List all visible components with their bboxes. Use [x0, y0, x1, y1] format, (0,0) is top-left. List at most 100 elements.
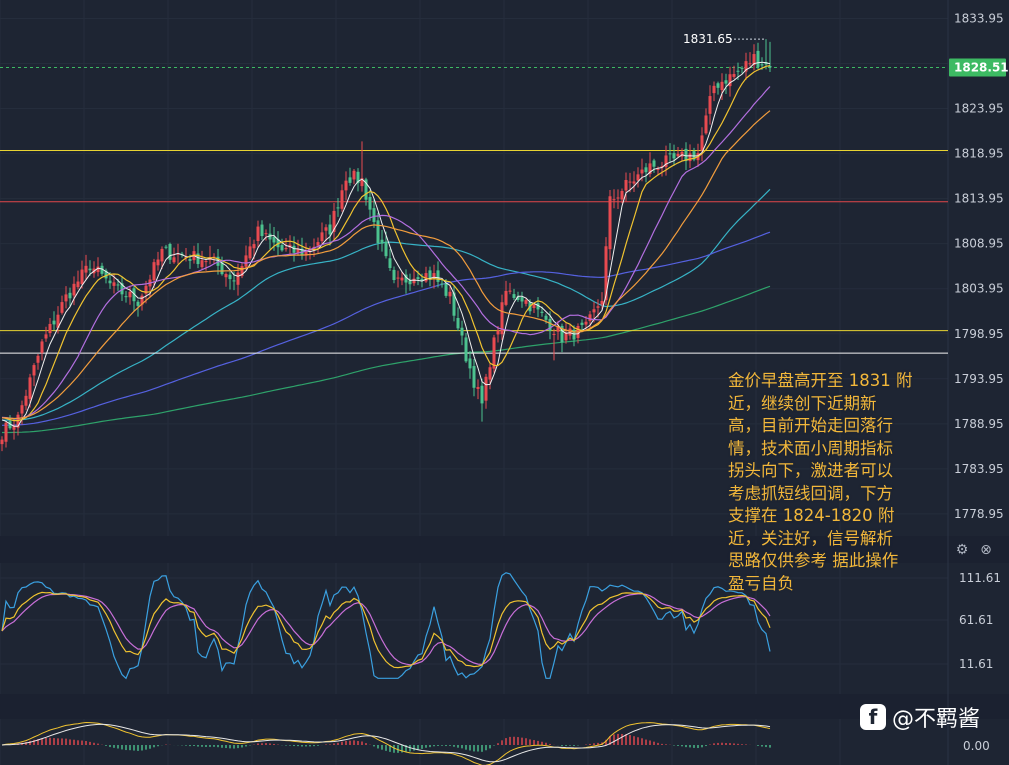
candle-body [716, 83, 720, 88]
candle-body [732, 74, 736, 77]
support-resistance-levels [0, 66, 948, 354]
candle-body [612, 199, 616, 201]
current-price-tag [949, 58, 1006, 77]
candle-body [384, 241, 388, 257]
candle-body [72, 283, 76, 296]
candle-body [700, 135, 704, 151]
candle-body [328, 224, 332, 235]
candle-body [116, 284, 120, 286]
candle-body [628, 181, 632, 183]
candle-body [632, 181, 636, 184]
close-icon[interactable]: ⊗ [980, 542, 992, 558]
candle-body [508, 290, 512, 292]
candle-body [456, 317, 460, 329]
macd-tick-label: 0.00 [963, 739, 990, 753]
candle-body [348, 177, 352, 183]
candle-body [424, 273, 428, 282]
note-line: 近，关注好，信号解析 [728, 528, 893, 548]
candle-body [256, 226, 260, 242]
candle-body [316, 242, 320, 246]
candle-body [560, 325, 564, 343]
candle-body [416, 277, 420, 280]
candle-body [544, 315, 548, 320]
price-tick-label: 1803.95 [954, 282, 1004, 296]
candle-body [516, 296, 520, 300]
price-tick-label: 1808.95 [954, 237, 1004, 251]
candle-body [240, 266, 244, 277]
candle-body [588, 314, 592, 322]
candle-body [12, 425, 16, 430]
candle-body [480, 385, 484, 404]
candle-body [40, 341, 44, 353]
osc-tick-label: 61.61 [959, 613, 993, 627]
note-line: 思路仅供参考 据此操作 [728, 551, 899, 570]
candle-body [140, 295, 144, 305]
candle-body [584, 321, 588, 325]
macd-dif-line [1, 721, 771, 765]
candle-body [344, 180, 348, 191]
candle-body [280, 245, 284, 251]
candle-body [580, 322, 584, 325]
ma20-line [1, 86, 771, 420]
candle-body [68, 292, 72, 299]
candle-body [64, 294, 68, 302]
candle-body [136, 301, 140, 306]
candle-body [672, 153, 676, 159]
candle-body [540, 311, 544, 313]
candle-body [268, 233, 272, 240]
candle-body [680, 151, 684, 157]
candle-body [564, 332, 568, 341]
candle-body [44, 334, 48, 339]
candle-body [648, 163, 652, 175]
candle-body [224, 274, 228, 278]
candle-body [100, 265, 104, 274]
candle-body [96, 266, 100, 273]
note-line: 金价早盘高开至 1831 附 [728, 371, 913, 390]
candle-body [464, 337, 468, 362]
watermark: f @不羁酱 [860, 701, 980, 733]
candle-body [740, 67, 744, 69]
candle-body [568, 328, 572, 336]
candle-body [124, 296, 128, 298]
candle-body [620, 190, 624, 200]
kdj-j-line [1, 572, 771, 680]
macd-histogram [1, 721, 771, 765]
candle-body [644, 167, 648, 173]
price-tick-label: 1813.95 [954, 192, 1004, 206]
candle-body [756, 50, 760, 67]
candle-body [336, 207, 340, 209]
candle-body [88, 268, 92, 271]
candle-body [440, 283, 444, 285]
ma30-line [1, 110, 771, 420]
session-high-label: 1831.65 [683, 32, 733, 46]
candle-body [376, 220, 380, 244]
candle-body [144, 285, 148, 294]
candle-body [264, 233, 268, 235]
grid [0, 0, 948, 765]
candle-body [188, 259, 192, 261]
price-tick-label: 1823.95 [954, 102, 1004, 116]
candle-body [396, 277, 400, 279]
candle-body [164, 246, 168, 248]
candle-body [0, 439, 4, 445]
candle-body [36, 355, 40, 363]
candle-body [56, 314, 60, 328]
candle-body [548, 318, 552, 331]
gear-icon[interactable]: ⚙ [955, 542, 969, 558]
candle-body [356, 171, 360, 184]
candle-body [524, 300, 528, 304]
candle-body [520, 297, 524, 302]
watermark-text: @不羁酱 [892, 707, 981, 732]
candle-body [736, 70, 740, 72]
candle-body [60, 302, 64, 313]
candle-body [48, 323, 52, 334]
candle-body [452, 292, 456, 316]
osc-panel-header [0, 536, 1009, 563]
candle-body [704, 115, 708, 134]
candle-body [360, 178, 364, 187]
candle-body [684, 148, 688, 162]
candle-body [232, 280, 236, 282]
